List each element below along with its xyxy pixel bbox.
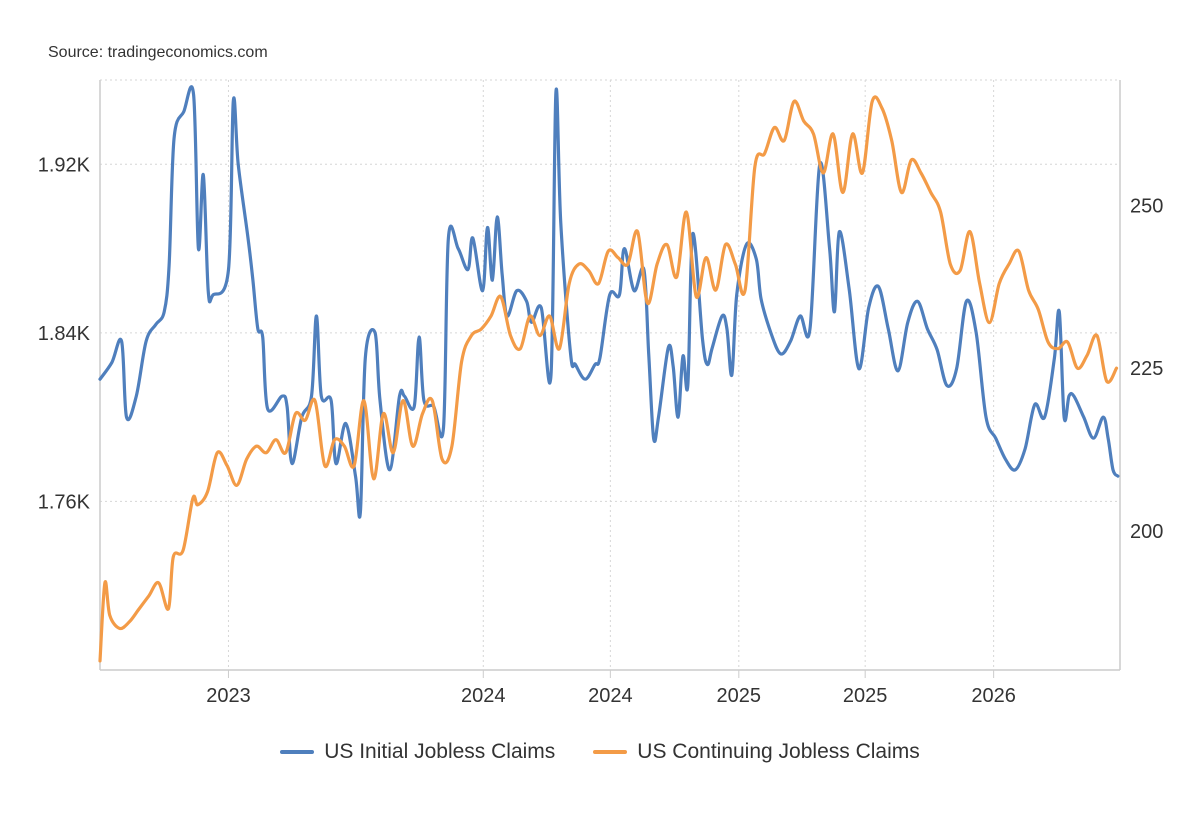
tick-labels: 1.76K 1.84K 1.92K 200 225 250 2023 2024 2024 2025…	[38, 154, 1164, 707]
grid-lines	[100, 79, 1120, 670]
y-right-tick-label: 200	[1130, 521, 1163, 543]
series-lines	[98, 85, 1120, 663]
legend-swatch-continuing	[593, 750, 628, 754]
legend-item-continuing-claims[interactable]: US Continuing Jobless Claims	[593, 740, 920, 764]
y-left-tick-label: 1.76K	[38, 491, 91, 513]
legend-swatch-initial	[280, 750, 315, 754]
y-right-tick-label: 225	[1130, 358, 1163, 380]
y-left-tick-label: 1.92K	[38, 154, 91, 176]
x-tick-label: 2023	[206, 685, 251, 707]
series-line-initial-claims	[98, 85, 1120, 519]
y-right-tick-label: 250	[1130, 196, 1163, 218]
x-tick-label: 2024	[461, 685, 506, 707]
x-tick-label: 2026	[971, 685, 1016, 707]
y-left-tick-label: 1.84K	[38, 323, 91, 345]
legend-item-initial-claims[interactable]: US Initial Jobless Claims	[280, 740, 555, 764]
axes	[99, 80, 1121, 678]
x-tick-label: 2025	[843, 685, 888, 707]
source-label: Source: tradingeconomics.com	[48, 44, 268, 61]
series-line-continuing-claims	[98, 95, 1119, 663]
legend-label-continuing: US Continuing Jobless Claims	[637, 740, 920, 763]
x-tick-label: 2024	[588, 685, 633, 707]
legend-label-initial: US Initial Jobless Claims	[324, 740, 556, 763]
x-tick-label: 2025	[717, 685, 762, 707]
legend: US Initial Jobless Claims US Continuing …	[0, 740, 1200, 764]
